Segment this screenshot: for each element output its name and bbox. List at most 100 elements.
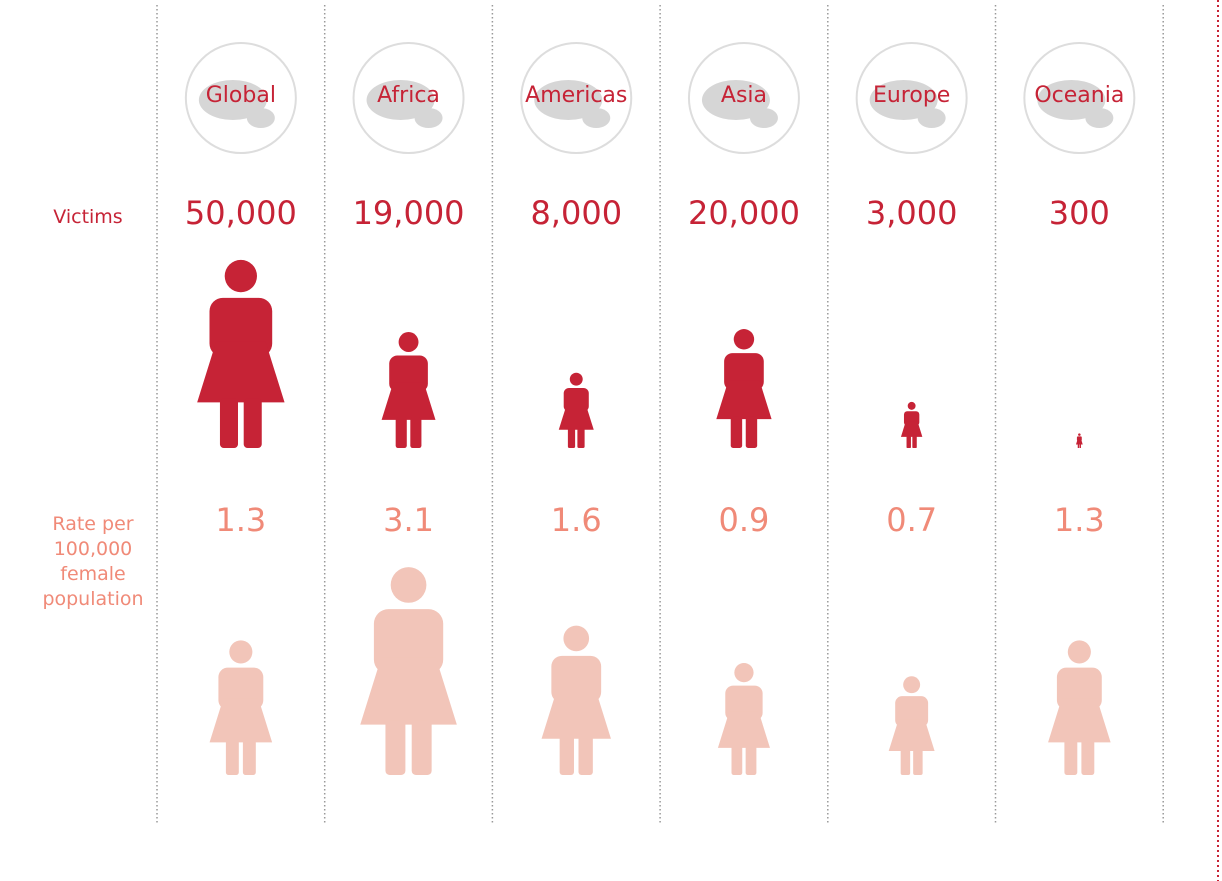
leg — [219, 398, 239, 448]
person-icon — [716, 329, 772, 448]
globe-land — [582, 108, 611, 128]
globe-land — [414, 108, 443, 128]
leg — [242, 739, 256, 775]
head — [229, 640, 253, 664]
leg — [745, 745, 757, 775]
globe-land — [1085, 108, 1114, 128]
head — [1067, 640, 1091, 664]
globe-land — [534, 80, 603, 120]
leg — [745, 416, 758, 448]
globe-land — [869, 80, 938, 120]
leg — [411, 720, 432, 775]
person-icon — [197, 259, 285, 448]
victims-label: 3,000 — [866, 194, 958, 232]
head — [733, 329, 755, 350]
leg — [906, 435, 911, 448]
person-icon — [1075, 433, 1083, 448]
globe-land — [749, 108, 778, 128]
row-label: Rate per 100,000 female population — [42, 513, 144, 610]
victims-label: 20,000 — [688, 194, 800, 232]
dress — [717, 711, 770, 748]
head — [734, 662, 754, 683]
head — [907, 401, 916, 410]
victims-label: 50,000 — [185, 194, 297, 232]
globe-land — [198, 80, 267, 120]
head — [398, 332, 419, 352]
leg — [900, 749, 911, 775]
victims-label: 19,000 — [353, 194, 465, 232]
person-icon — [381, 332, 436, 448]
person-icon — [1048, 640, 1111, 775]
leg — [731, 745, 743, 775]
row-label: Victims — [53, 206, 123, 228]
dress — [888, 719, 935, 752]
rate-label: 0.9 — [719, 501, 770, 539]
globe — [520, 42, 633, 154]
leg — [578, 735, 593, 775]
leg — [912, 435, 917, 448]
person-icon — [888, 676, 935, 775]
person-icon — [209, 640, 273, 775]
head — [563, 625, 590, 652]
category-label: Africa — [377, 83, 440, 108]
dress — [716, 380, 772, 420]
globe — [687, 42, 800, 154]
leg — [567, 428, 576, 448]
head — [903, 676, 921, 694]
leg — [730, 416, 743, 448]
globe-land — [917, 108, 946, 128]
person-icon — [900, 401, 923, 448]
dress — [381, 382, 436, 420]
dress — [360, 657, 457, 725]
dress — [209, 698, 273, 743]
dress — [558, 405, 594, 430]
person-icon — [717, 662, 770, 775]
globe — [184, 42, 297, 154]
leg — [1077, 444, 1080, 448]
head — [390, 567, 427, 603]
head — [224, 259, 257, 293]
leg — [559, 735, 574, 775]
rate-label: 1.3 — [1054, 501, 1105, 539]
dress — [1075, 439, 1083, 445]
category-label: Global — [206, 83, 276, 108]
category-label: Americas — [525, 83, 627, 108]
leg — [1081, 739, 1095, 775]
category-label: Asia — [721, 83, 767, 108]
dress — [1048, 698, 1111, 743]
globe-land — [701, 80, 770, 120]
globe-land — [366, 80, 435, 120]
victims-label: 300 — [1049, 194, 1110, 232]
person-icon — [360, 567, 457, 775]
rate-label: 1.6 — [551, 501, 602, 539]
leg — [913, 749, 923, 775]
globe — [352, 42, 465, 154]
rate-label: 1.3 — [215, 501, 266, 539]
leg — [577, 428, 585, 448]
head — [569, 372, 583, 386]
person-icon — [541, 625, 611, 775]
person-icon — [558, 372, 594, 448]
rate-label: 0.7 — [886, 501, 937, 539]
globe — [855, 42, 968, 154]
category-label: Oceania — [1034, 83, 1124, 108]
leg — [225, 739, 239, 775]
head — [1078, 433, 1081, 436]
globe-land — [246, 108, 275, 128]
leg — [1064, 739, 1078, 775]
victims-label: 8,000 — [530, 194, 622, 232]
dress — [541, 690, 611, 739]
leg — [395, 417, 407, 448]
dress — [197, 341, 285, 403]
leg — [1079, 444, 1081, 448]
globe — [1023, 42, 1136, 154]
leg — [410, 417, 422, 448]
leg — [243, 398, 262, 448]
dress — [900, 421, 923, 437]
category-label: Europe — [873, 83, 950, 108]
rate-label: 3.1 — [383, 501, 434, 539]
globe-land — [1037, 80, 1106, 120]
leg — [385, 720, 406, 775]
